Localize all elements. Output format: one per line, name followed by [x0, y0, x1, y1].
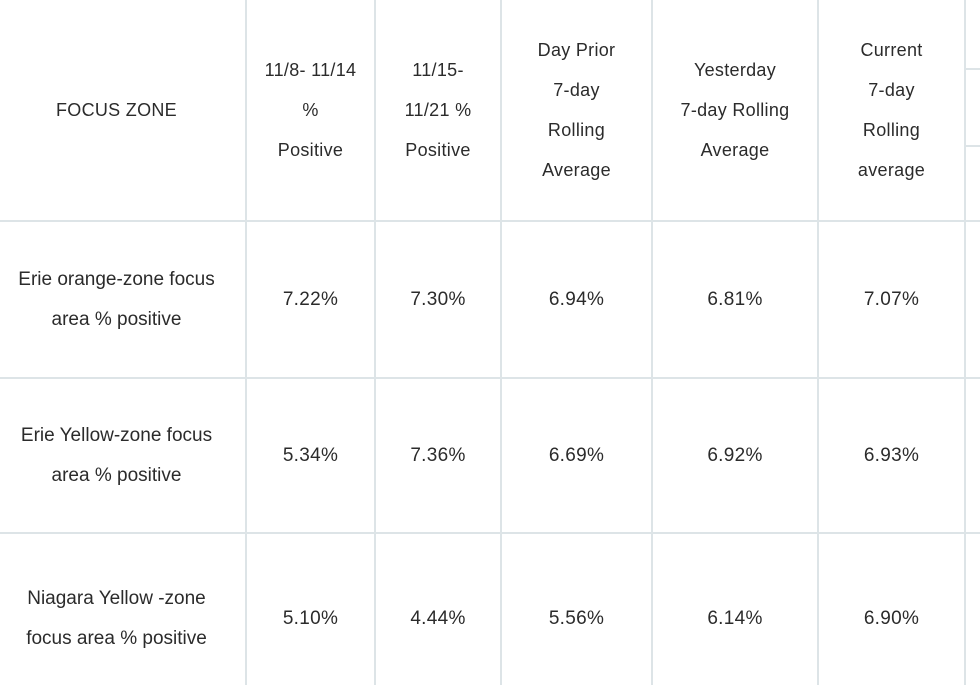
cell-value: 7.30% — [376, 222, 502, 379]
cell-value: 6.94% — [502, 222, 653, 379]
cell-value: 5.34% — [247, 379, 376, 534]
header-current-rolling-average: Current 7-day Rolling average — [819, 0, 966, 222]
cell-value: 5.10% — [247, 534, 376, 685]
cell-value: 6.81% — [653, 222, 819, 379]
header-week1-positive: 11/8- 11/14 % Positive — [247, 0, 376, 222]
cell-value: 5.56% — [502, 534, 653, 685]
table-row-niagara-yellow: Niagara Yellow -zone focus area % positi… — [0, 534, 980, 685]
row-label: Niagara Yellow -zone focus area % positi… — [0, 534, 247, 685]
adjacent-column-border-fragment — [966, 68, 980, 70]
cell-value: 6.14% — [653, 534, 819, 685]
cell-value: 6.92% — [653, 379, 819, 534]
header-clipped-adjacent-cell — [966, 0, 980, 222]
clipped-adjacent-cell — [966, 534, 980, 685]
header-day-prior-rolling-average: Day Prior 7-day Rolling Average — [502, 0, 653, 222]
table-row-erie-orange: Erie orange-zone focus area % positive 7… — [0, 222, 980, 379]
row-label: Erie Yellow-zone focus area % positive — [0, 379, 247, 534]
cell-value: 4.44% — [376, 534, 502, 685]
header-focus-zone: FOCUS ZONE — [0, 0, 247, 222]
clipped-adjacent-cell — [966, 222, 980, 379]
header-week2-positive: 11/15- 11/21 % Positive — [376, 0, 502, 222]
cell-value: 7.22% — [247, 222, 376, 379]
header-yesterday-rolling-average: Yesterday 7-day Rolling Average — [653, 0, 819, 222]
table-header-row: FOCUS ZONE 11/8- 11/14 % Positive 11/15-… — [0, 0, 980, 222]
row-label: Erie orange-zone focus area % positive — [0, 222, 247, 379]
cell-value: 6.90% — [819, 534, 966, 685]
adjacent-column-border-fragment — [966, 145, 980, 147]
cell-value: 7.36% — [376, 379, 502, 534]
cell-value: 7.07% — [819, 222, 966, 379]
cell-value: 6.69% — [502, 379, 653, 534]
cell-value: 6.93% — [819, 379, 966, 534]
table-row-erie-yellow: Erie Yellow-zone focus area % positive 5… — [0, 379, 980, 534]
clipped-adjacent-cell — [966, 379, 980, 534]
